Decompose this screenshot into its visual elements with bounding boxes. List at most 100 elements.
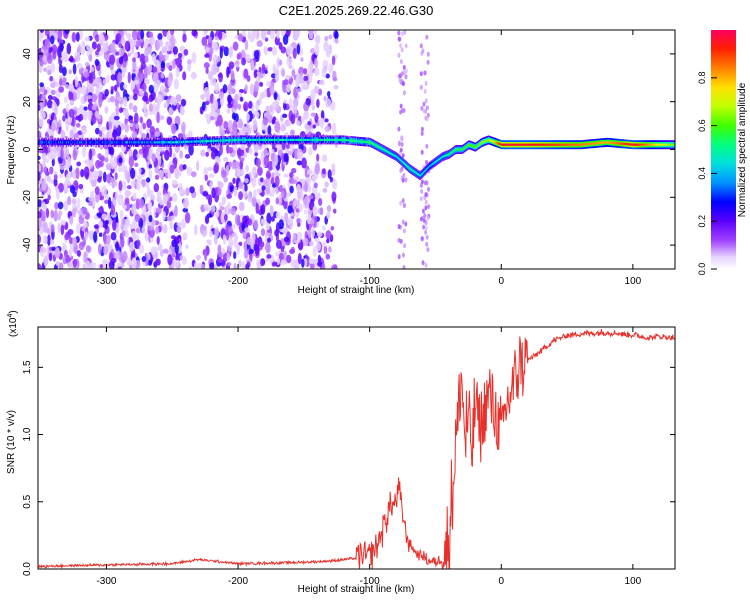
spectrogram-noise-cell [58,86,64,93]
spectrogram-noise-cell [239,202,245,212]
spectrogram-noise-cell [222,196,226,205]
spectrogram-noise-cell [424,205,427,210]
spectrogram-noise-cell [403,229,406,234]
spectrogram-noise-cell [109,244,112,249]
spectrogram-noise-cell [71,172,77,177]
spectrogram-noise-cell [62,159,65,166]
spectrogram-noise-cell [110,42,115,52]
spectrogram-noise-cell [85,37,90,42]
spectrogram-noise-cell [274,154,278,166]
spectrogram-noise-cell [73,63,77,74]
spectrogram-noise-cell [424,192,427,197]
spectrogram-noise-cell [117,96,123,101]
spectrogram-noise-cell [53,210,58,222]
spectrogram-noise-cell [307,178,311,184]
spectrogram-noise-cell [185,187,189,196]
spectrogram-noise-cell [263,46,267,53]
spectrogram-noise-cell [136,153,140,158]
spectrogram-noise-cell [142,123,146,130]
spectrogram-noise-cell [316,154,319,162]
spectrogram-noise-cell [312,104,315,110]
spectrogram-noise-cell [106,214,111,221]
snr-x-label: Height of straight line (km) [298,584,415,595]
spectrogram-noise-cell [420,189,423,194]
spectrogram-noise-cell [270,85,275,95]
spectrogram-noise-cell [201,37,207,46]
spectrogram-noise-cell [398,53,401,58]
spectrogram-noise-cell [189,186,195,193]
spectrogram-noise-cell [81,126,87,134]
colorbar-label: Normalized spectral amplitude [737,82,748,217]
spectrogram-noise-cell [185,245,188,249]
spectrogram-noise-cell [264,156,269,167]
spectrogram-noise-cell [149,103,153,112]
spectrogram-noise-cell [201,225,206,231]
spectrogram-noise-cell [175,255,178,260]
spectrogram-noise-cell [92,105,97,110]
spectrogram-noise-cell [259,82,263,87]
spectrogram-noise-cell [421,48,424,53]
spectrogram-noise-cell [168,107,172,115]
spectrogram-noise-cell [223,234,227,245]
spectrogram-noise-cell [261,218,266,222]
spectrogram-noise-cell [317,232,322,238]
spectrogram-noise-cell [254,81,259,92]
spectrogram-y-tick-label: -40 [22,237,33,252]
spectrogram-noise-cell [328,63,333,74]
spectrogram-noise-cell [42,55,46,62]
spectrogram-noise-cell [124,170,128,180]
spectrogram-noise-cell [125,123,129,133]
spectrogram-noise-cell [155,131,160,137]
spectrogram-noise-cell [129,95,134,100]
spectrogram-noise-cell [233,42,239,51]
spectrogram-noise-cell [217,114,223,126]
spectrogram-noise-cell [58,210,62,216]
spectrogram-noise-cell [59,43,63,52]
spectrogram-noise-cell [285,75,291,80]
spectrogram-noise-cell [148,64,152,72]
spectrogram-noise-cell [238,34,243,41]
spectrogram-noise-cell [315,163,320,174]
spectrogram-noise-cell [115,241,119,251]
spectrogram-noise-cell [205,207,209,211]
spectrogram-noise-cell [54,104,57,115]
spectrogram-noise-cell [156,207,162,214]
snr-scale-close: ) [8,310,19,313]
spectrogram-noise-cell [54,248,60,259]
spectrogram-noise-cell [40,97,45,109]
spectrogram-noise-cell [238,181,242,189]
spectrogram-noise-cell [66,174,70,185]
spectrogram-noise-cell [335,38,339,43]
spectrogram-noise-cell [249,148,253,155]
spectrogram-noise-cell [405,69,408,74]
spectrogram-noise-cell [426,247,429,252]
spectrogram-noise-cell [299,72,303,78]
spectrogram-noise-cell [425,200,428,205]
spectrogram-noise-cell [422,209,425,214]
spectrogram-noise-cell [57,223,61,233]
spectrogram-noise-cell [287,63,292,67]
spectrogram-noise-cell [237,104,241,110]
spectrogram-noise-cell [144,79,149,84]
spectrogram-noise-cell [277,97,280,101]
spectrogram-noise-cell [112,219,116,231]
spectrogram-noise-cell [85,62,90,67]
spectrogram-noise-cell [104,106,108,113]
spectrogram-noise-cell [324,126,330,132]
spectrogram-noise-cell [146,119,152,129]
spectrogram-noise-cell [168,65,172,71]
spectrogram-noise-cell [326,49,330,58]
spectrogram-noise-cell [314,86,319,94]
spectrogram-noise-cell [324,36,328,42]
spectrogram-noise-cell [194,224,198,235]
spectrogram-noise-cell [172,180,178,185]
colorbar-tick-label: 0.6 [697,119,707,132]
spectrogram-noise-cell [127,53,131,57]
spectrogram-noise-cell [425,98,428,103]
spectrogram-noise-cell [281,259,285,265]
spectrogram-noise-cell [398,37,401,42]
spectrogram-noise-cell [213,164,218,173]
spectrogram-noise-cell [155,41,160,51]
spectrogram-noise-cell [122,251,127,262]
spectrogram-noise-cell [83,106,87,110]
